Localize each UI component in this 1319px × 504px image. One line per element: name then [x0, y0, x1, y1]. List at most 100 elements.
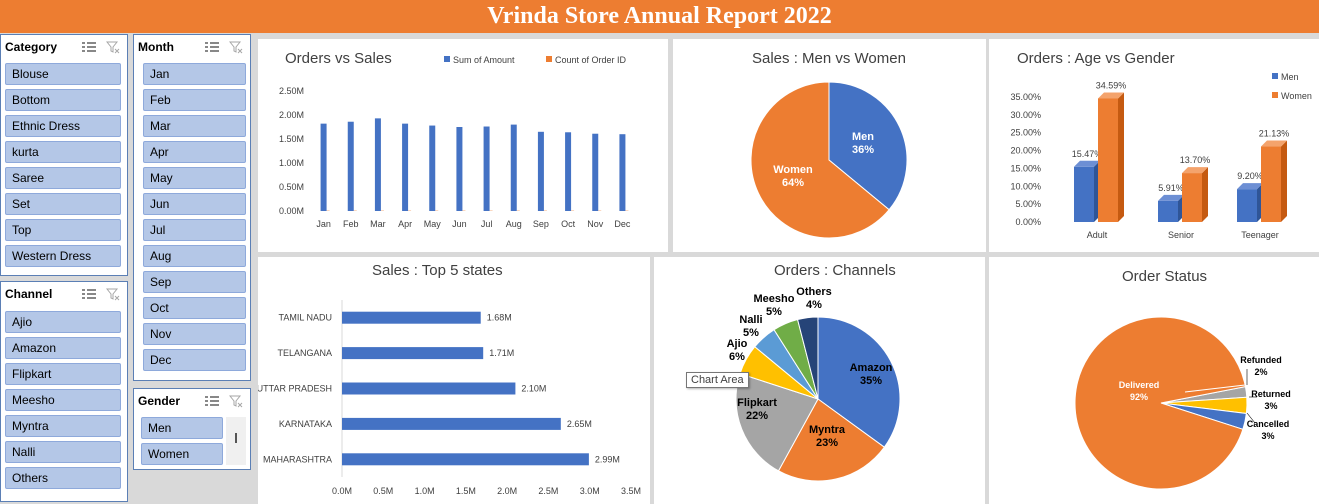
multi-select-icon[interactable]: [79, 286, 99, 302]
slice-label-amazon: Amazon 35%: [850, 362, 893, 387]
month-slicer-item[interactable]: Dec: [143, 349, 246, 371]
clear-filter-icon[interactable]: [226, 39, 246, 55]
x-tick-label: 3.5M: [621, 486, 641, 496]
x-tick-label: Senior: [1168, 230, 1194, 240]
gender-slicer-item[interactable]: Women: [141, 443, 223, 465]
category-slicer-item[interactable]: kurta: [5, 141, 121, 163]
leader-line: [1246, 412, 1256, 424]
slice-label-delivered: Delivered 92%: [1119, 380, 1160, 402]
category-slicer-item[interactable]: Set: [5, 193, 121, 215]
top-states-chart[interactable]: Sales : Top 5 states 0.0M 0.5M 1.0M 1.5M 2.0…: [258, 257, 650, 504]
state-bar: [342, 417, 561, 430]
channel-slicer-item[interactable]: Others: [5, 467, 121, 489]
bar-side: [1118, 92, 1124, 222]
category-slicer: Category Blouse Bottom Ethnic Dress kurta Sa…: [0, 34, 128, 276]
report-title: Vrinda Store Annual Report 2022: [0, 0, 1319, 33]
gender-slicer-item[interactable]: Men: [141, 417, 223, 439]
slice-label-cancelled: Cancelled 3%: [1247, 419, 1290, 441]
amount-bar: [320, 123, 327, 211]
legend-label-amount: Sum of Amount: [453, 55, 515, 65]
slice-label-men: Men 36%: [852, 131, 874, 156]
legend-label-women: Women: [1281, 91, 1312, 101]
channel-slicer-title: Channel: [5, 287, 53, 301]
x-tick-label: 1.0M: [415, 486, 435, 496]
y-tick-label: 5.00%: [1015, 199, 1041, 209]
order-status-chart[interactable]: Order Status Delivered 92% Refunded 2% Retur…: [989, 257, 1319, 504]
data-label: 2.10M: [521, 384, 546, 394]
month-slicer-item[interactable]: Nov: [143, 323, 246, 345]
y-tick-label: 1.00M: [279, 158, 304, 168]
month-slicer-item[interactable]: Aug: [143, 245, 246, 267]
amount-bar: [456, 127, 463, 211]
pie-slice-myntra: [777, 398, 886, 482]
chart-title: Sales : Men vs Women: [752, 50, 906, 67]
legend-label-count: Count of Order ID: [555, 55, 627, 65]
channel-slicer-item[interactable]: Meesho: [5, 389, 121, 411]
month-slicer-item[interactable]: Oct: [143, 297, 246, 319]
channel-slicer-item[interactable]: Ajio: [5, 311, 121, 333]
category-slicer-item[interactable]: Ethnic Dress: [5, 115, 121, 137]
men-bar: [1158, 200, 1178, 222]
channel-slicer: Channel Ajio Amazon Flipkart Meesho Myntra Na…: [0, 281, 128, 502]
channel-slicer-item[interactable]: Flipkart: [5, 363, 121, 385]
men-vs-women-pie: Men 36% Women 64%: [750, 81, 908, 239]
month-slicer-item[interactable]: Mar: [143, 115, 246, 137]
month-slicer-item[interactable]: May: [143, 167, 246, 189]
clear-filter-icon[interactable]: [103, 39, 123, 55]
y-tick-label: 10.00%: [1010, 181, 1041, 191]
category-slicer-item[interactable]: Bottom: [5, 89, 121, 111]
channel-slicer-item[interactable]: Myntra: [5, 415, 121, 437]
men-vs-women-chart[interactable]: Sales : Men vs Women Men 36% Women 64%: [673, 39, 986, 252]
data-label: 1.68M: [487, 313, 512, 323]
women-bar: [1182, 173, 1202, 222]
data-label: 2.65M: [567, 419, 592, 429]
clear-filter-icon[interactable]: [103, 286, 123, 302]
state-label: KARNATAKA: [279, 419, 332, 429]
month-slicer-item[interactable]: Feb: [143, 89, 246, 111]
y-tick-label: 20.00%: [1010, 146, 1041, 156]
legend-swatch-men: [1272, 73, 1278, 79]
bar-side: [1281, 140, 1287, 222]
gender-slicer: Gender Men Women: [133, 388, 251, 470]
top-states-plot: 0.0M 0.5M 1.0M 1.5M 2.0M 2.5M 3.0M 3.5M TAMIL NA…: [258, 300, 641, 496]
category-slicer-item[interactable]: Western Dress: [5, 245, 121, 267]
channel-slicer-item[interactable]: Nalli: [5, 441, 121, 463]
x-tick-label: 0.0M: [332, 486, 352, 496]
month-slicer-item[interactable]: Jul: [143, 219, 246, 241]
multi-select-icon[interactable]: [202, 39, 222, 55]
slice-label-others: Others 4%: [796, 286, 831, 311]
x-tick-label: Apr: [398, 219, 412, 229]
state-bar: [342, 382, 516, 395]
slice-label-flipkart: Flipkart 22%: [737, 397, 777, 422]
month-slicer-item[interactable]: Apr: [143, 141, 246, 163]
category-slicer-title: Category: [5, 40, 58, 54]
x-tick-label: Jul: [481, 219, 493, 229]
legend-label-men: Men: [1281, 72, 1299, 82]
month-slicer-item[interactable]: Jan: [143, 63, 246, 85]
age-vs-gender-chart[interactable]: Orders : Age vs Gender Men Women 0.00% 5.…: [989, 39, 1319, 252]
multi-select-icon[interactable]: [79, 39, 99, 55]
category-slicer-item[interactable]: Saree: [5, 167, 121, 189]
channel-slicer-item[interactable]: Amazon: [5, 337, 121, 359]
channel-slicer-header: Channel: [1, 282, 127, 306]
bar-top: [1237, 183, 1263, 190]
category-slicer-item[interactable]: Top: [5, 219, 121, 241]
multi-select-icon[interactable]: [202, 393, 222, 409]
state-bar: [342, 453, 589, 466]
month-slicer-item[interactable]: Jun: [143, 193, 246, 215]
slicer-scrollbar[interactable]: [226, 417, 246, 465]
amount-bar: [402, 123, 409, 211]
orders-vs-sales-chart[interactable]: Orders vs Sales Sum of Amount Count of O…: [258, 39, 668, 252]
bar-top: [1182, 167, 1208, 174]
amount-bar: [510, 124, 517, 211]
month-slicer-item[interactable]: Sep: [143, 271, 246, 293]
clear-filter-icon[interactable]: [226, 393, 246, 409]
state-label: UTTAR PRADESH: [258, 384, 332, 394]
amount-bar: [565, 132, 572, 211]
legend-swatch-count: [546, 56, 552, 62]
month-slicer: Month Jan Feb Mar Apr May Jun Jul Aug Sep Oct Nov D…: [133, 34, 251, 381]
category-slicer-item[interactable]: Blouse: [5, 63, 121, 85]
x-tick-label: 2.0M: [497, 486, 517, 496]
category-slicer-header: Category: [1, 35, 127, 59]
chart-title: Orders : Age vs Gender: [1017, 50, 1175, 67]
